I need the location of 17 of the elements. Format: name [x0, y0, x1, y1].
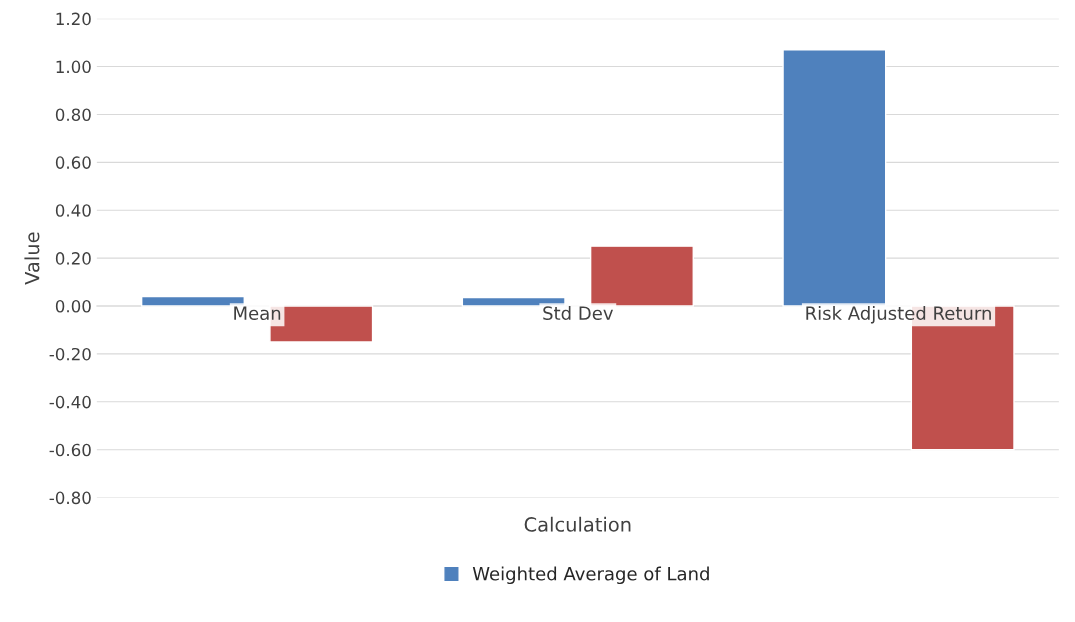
y-tick-label: 0.60 — [55, 156, 91, 169]
y-tick-label: -0.60 — [49, 443, 91, 457]
x-tick-label: Risk Adjusted Return — [806, 306, 991, 324]
y-tick-label: 0.80 — [55, 108, 91, 122]
y-tick-label: 0.00 — [55, 299, 91, 313]
legend-label: Weighted Average of Land — [472, 566, 709, 585]
y-tick-label: -0.40 — [49, 395, 91, 409]
y-axis-title: Value — [24, 232, 40, 285]
y-tick-label: 1.00 — [56, 60, 91, 74]
x-tick-label: Std Dev — [543, 306, 613, 320]
y-tick-label: 0.20 — [55, 252, 91, 265]
y-tick-label: 0.40 — [55, 204, 91, 217]
x-tick-label: Mean — [234, 306, 281, 320]
y-tick-label: -0.80 — [49, 491, 91, 505]
x-axis-title: Calculation — [524, 516, 631, 532]
y-tick-label: -0.20 — [49, 347, 91, 361]
y-tick-label: 1.20 — [56, 12, 91, 26]
